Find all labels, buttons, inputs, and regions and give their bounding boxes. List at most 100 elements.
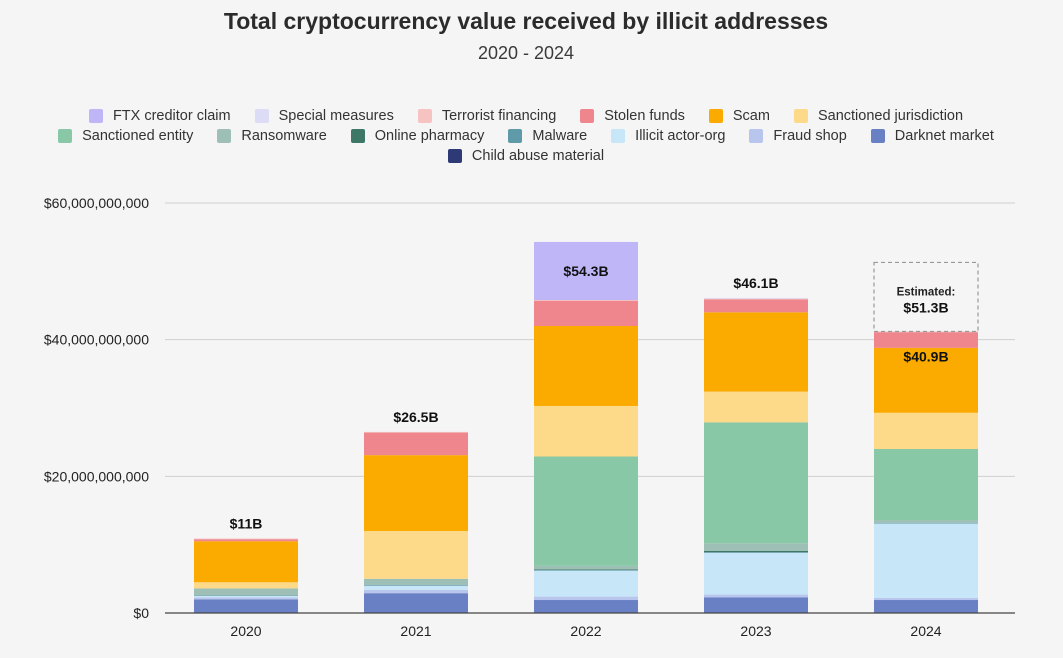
bar-segment-fraud-shop [364, 589, 468, 594]
bar-segment-illicit-actor-org [364, 585, 468, 590]
bar-segment-darknet-market [874, 600, 978, 613]
bar-segment-ransomware [874, 520, 978, 523]
legend-label: Ransomware [241, 128, 327, 144]
bar-segment-scam [364, 455, 468, 531]
estimate-box [873, 261, 979, 333]
y-tick-label: $60,000,000,000 [44, 195, 149, 211]
legend-item-online-pharmacy[interactable]: Online pharmacy [350, 128, 485, 144]
bar-total-label: $54.3B [563, 263, 608, 279]
legend-swatch [447, 149, 462, 163]
legend-item-child-abuse-material[interactable]: Child abuse material [447, 148, 605, 164]
bar-segment-sanctioned-entity [874, 449, 978, 521]
legend-swatch [870, 129, 885, 143]
bar-segment-stolen-funds [704, 299, 808, 313]
bar-segment-darknet-market [194, 599, 298, 613]
bar-segment-illicit-actor-org [534, 570, 638, 597]
bar-segment-sanctioned-entity [534, 456, 638, 566]
legend-swatch [508, 129, 523, 143]
legend-row: Sanctioned entity Ransomware Online pharma… [20, 128, 1032, 144]
legend-label: Stolen funds [604, 108, 685, 124]
legend-label: Scam [732, 108, 770, 124]
bar-segment-sanctioned-jurisdiction [874, 412, 978, 449]
bar-segment-sanctioned-jurisdiction [364, 531, 468, 579]
legend-label: Terrorist financing [441, 108, 557, 124]
legend-swatch [417, 109, 432, 123]
bar-segment-illicit-actor-org [874, 523, 978, 598]
legend-item-scam[interactable]: Scam [708, 108, 770, 124]
legend-label: Sanctioned entity [82, 128, 194, 144]
bar-segment-ransomware [194, 588, 298, 596]
bar-segment-terrorist-financing [194, 538, 298, 540]
bar-segment-malware [874, 522, 978, 524]
bar-segment-fraud-shop [704, 594, 808, 598]
bar-total-label: $46.1B [733, 275, 778, 291]
bar-total-label: $11B [230, 516, 263, 532]
bar-segment-sanctioned-entity [704, 422, 808, 544]
legend-label: Online pharmacy [374, 128, 485, 144]
chart-legend: FTX creditor claim Special measures Terror… [20, 108, 1032, 164]
legend-swatch [254, 109, 269, 123]
bar-segment-scam [194, 541, 298, 583]
legend-swatch [350, 129, 365, 143]
legend-item-sanctioned-jurisdiction[interactable]: Sanctioned jurisdiction [793, 108, 963, 124]
legend-swatch [611, 129, 626, 143]
x-tick-label: 2022 [570, 623, 601, 639]
bar-segment-darknet-market [534, 600, 638, 613]
legend-item-ransomware[interactable]: Ransomware [217, 128, 327, 144]
legend-label: Darknet market [894, 128, 994, 144]
bar-segment-ransomware [534, 565, 638, 570]
legend-item-special-measures[interactable]: Special measures [254, 108, 394, 124]
legend-item-stolen-funds[interactable]: Stolen funds [580, 108, 685, 124]
legend-item-malware[interactable]: Malware [508, 128, 587, 144]
legend-label: Illicit actor-org [635, 128, 726, 144]
bar-segment-ransomware [704, 543, 808, 551]
bar-segment-scam [874, 347, 978, 413]
legend-label: Fraud shop [773, 128, 847, 144]
legend-swatch [58, 129, 73, 143]
bar-segment-stolen-funds [194, 539, 298, 542]
legend-swatch [793, 109, 808, 123]
bar-segment-darknet-market [364, 593, 468, 613]
bar-segment-sanctioned-jurisdiction [534, 405, 638, 457]
bar-segment-malware [704, 552, 808, 553]
bar-segment-online-pharmacy [534, 569, 638, 570]
estimate-value: $51.3B [903, 299, 948, 315]
chart-subtitle: 2020 - 2024 [477, 43, 575, 63]
bar-segment-illicit-actor-org [194, 595, 298, 598]
bar-segment-scam [704, 312, 808, 392]
bar-segment-stolen-funds [874, 332, 978, 348]
legend-item-darknet-market[interactable]: Darknet market [870, 128, 994, 144]
legend-item-terrorist-financing[interactable]: Terrorist financing [417, 108, 557, 124]
x-tick-label: 2021 [400, 623, 431, 639]
legend-item-illicit-actor-org[interactable]: Illicit actor-org [611, 128, 725, 144]
bar-segment-special-measures [704, 297, 808, 299]
y-tick-label: $40,000,000,000 [44, 332, 149, 348]
legend-item-ftx-creditor-claim[interactable]: FTX creditor claim [88, 108, 231, 124]
legend-label: Special measures [278, 108, 394, 124]
bar-segment-malware [534, 569, 638, 571]
bar-segment-darknet-market [704, 597, 808, 613]
bar-segment-terrorist-financing [534, 300, 638, 301]
legend-swatch [88, 109, 103, 123]
legend-label: Child abuse material [471, 148, 605, 164]
y-tick-label: $20,000,000,000 [44, 468, 149, 484]
legend-swatch [217, 129, 232, 143]
bar-segment-terrorist-financing [704, 298, 808, 300]
bar-segment-ftx-creditor-claim [534, 241, 638, 301]
bar-segment-stolen-funds [364, 432, 468, 456]
bar-total-label: $40.9B [903, 348, 948, 364]
bar-segment-fraud-shop [194, 597, 298, 600]
estimate-label: Estimated: [897, 286, 956, 298]
x-tick-label: 2020 [230, 623, 261, 639]
x-tick-label: 2024 [910, 623, 941, 639]
legend-swatch [749, 129, 764, 143]
bar-segment-ransomware [364, 578, 468, 585]
bar-segment-online-pharmacy [704, 550, 808, 553]
bar-segment-sanctioned-jurisdiction [704, 391, 808, 423]
chart-title: Total cryptocurrency value received by i… [223, 8, 829, 34]
bar-segment-malware [194, 595, 298, 596]
bar-segment-sanctioned-jurisdiction [194, 582, 298, 589]
legend-item-fraud-shop[interactable]: Fraud shop [749, 128, 847, 144]
legend-item-sanctioned-entity[interactable]: Sanctioned entity [58, 128, 193, 144]
